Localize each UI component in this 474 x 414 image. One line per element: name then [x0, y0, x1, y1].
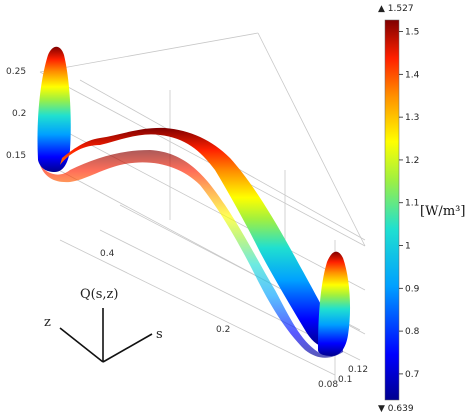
colorbar-tick-label: 1.2 [405, 156, 419, 166]
surface-side [40, 150, 343, 358]
colorbar-tick-label: 1.3 [405, 113, 419, 123]
colorbar-max-label: ▲ 1.527 [378, 4, 414, 14]
y-ticks: 0.25 0.2 0.15 [6, 67, 26, 161]
front-ticks: 0.08 0.1 0.12 [318, 365, 368, 390]
grid-line [39, 32, 259, 73]
function-label: Q(s,z) [80, 287, 118, 302]
y-tick-label: 0.15 [6, 151, 26, 161]
surface-ribbon-top [60, 127, 331, 346]
mid-tick-label: 0.4 [100, 249, 115, 259]
grid-line [39, 71, 366, 247]
surface-right-peak [318, 251, 351, 356]
mid-ticks: 0.4 0.2 [100, 249, 230, 335]
s-axis-label: s [156, 327, 163, 342]
grid-line [39, 117, 366, 291]
y-tick-label: 0.2 [12, 109, 26, 119]
z-axis-label: z [44, 315, 51, 330]
colorbar-tick-label: 0.7 [405, 370, 419, 380]
colorbar: 1.5 1.4 1.3 1.2 1.1 1 0.9 0.8 0.7 ▲ 1.527 ▼ 0.63… [378, 4, 465, 414]
surface-ribbon [37, 46, 351, 358]
colorbar-tick-label: 1.5 [405, 28, 419, 38]
front-tick-label: 0.12 [348, 365, 368, 375]
colorbar-min-label: ▼ 0.639 [378, 404, 414, 414]
colorbar-tick-label: 1.1 [405, 199, 419, 209]
surface-left-peak [37, 46, 71, 172]
colorbar-tick-label: 1 [405, 242, 411, 252]
y-tick-label: 0.25 [6, 67, 26, 77]
mid-tick-label: 0.2 [216, 325, 230, 335]
front-tick-label: 0.1 [338, 375, 352, 385]
colorbar-unit: [W/m³] [420, 204, 465, 219]
grid-line [257, 32, 366, 247]
axis-triad [59, 308, 153, 363]
colorbar-gradient [384, 19, 400, 401]
colorbar-tick-label: 0.8 [405, 327, 420, 337]
colorbar-tick-label: 0.9 [405, 284, 420, 294]
colorbar-ticks: 1.5 1.4 1.3 1.2 1.1 1 0.9 0.8 0.7 [399, 28, 420, 380]
grid-line [59, 239, 336, 376]
front-tick-label: 0.08 [318, 380, 338, 390]
colorbar-tick-label: 1.4 [405, 70, 420, 80]
